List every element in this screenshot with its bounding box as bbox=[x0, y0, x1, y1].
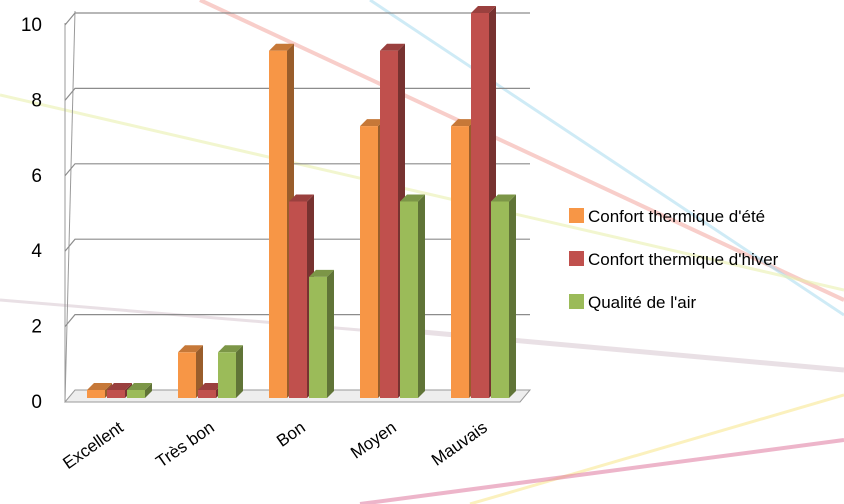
x-category-label: Moyen bbox=[347, 418, 400, 463]
bar-top bbox=[127, 383, 152, 390]
bar-top bbox=[309, 269, 334, 277]
bar-top bbox=[360, 119, 385, 127]
background-line bbox=[359, 438, 844, 504]
bar-side bbox=[145, 383, 152, 398]
legend-label: Confort thermique d'hiver bbox=[588, 250, 779, 269]
bar bbox=[198, 390, 216, 398]
y-axis-line bbox=[64, 10, 76, 403]
x-category-label: Mauvais bbox=[428, 418, 491, 470]
bar-side bbox=[196, 345, 203, 398]
y-tick-label: 10 bbox=[21, 15, 42, 36]
background-line bbox=[199, 0, 844, 302]
bar bbox=[87, 390, 105, 398]
legend-swatch bbox=[569, 251, 584, 266]
background-line bbox=[469, 393, 844, 504]
bar-side bbox=[236, 345, 243, 398]
bar bbox=[380, 50, 398, 398]
bar bbox=[218, 352, 236, 398]
bar-side bbox=[418, 194, 425, 398]
bar-qualit-de-l-air-mauvais bbox=[491, 194, 516, 398]
bar-top bbox=[471, 6, 496, 13]
bar bbox=[491, 201, 509, 398]
bar bbox=[309, 276, 327, 398]
bar-top bbox=[289, 194, 314, 202]
bar-top bbox=[451, 119, 476, 127]
gridline bbox=[64, 12, 530, 26]
bar-qualit-de-l-air-moyen bbox=[400, 194, 425, 398]
bar bbox=[127, 390, 145, 398]
x-category-label: Excellent bbox=[59, 418, 127, 473]
bar-qualit-de-l-air-excellent bbox=[127, 383, 152, 398]
y-tick-label: 2 bbox=[31, 317, 42, 338]
x-category-label: Bon bbox=[273, 418, 309, 451]
bar-top bbox=[107, 383, 132, 390]
bar-top bbox=[400, 194, 425, 202]
bar-top bbox=[380, 43, 405, 51]
y-tick-label: 6 bbox=[31, 166, 42, 187]
bars bbox=[87, 6, 516, 398]
bar bbox=[178, 352, 196, 398]
legend-swatch bbox=[569, 208, 584, 223]
bar-top bbox=[491, 194, 516, 202]
bar bbox=[471, 13, 489, 398]
bar-top bbox=[198, 383, 223, 390]
bar-confort-thermique-d-t--tr-s-bon bbox=[178, 345, 203, 398]
legend-label: Qualité de l'air bbox=[588, 293, 696, 312]
background-line bbox=[369, 0, 844, 317]
background-line bbox=[0, 93, 844, 292]
y-axis: 0 2 4 6 8 10 bbox=[21, 15, 43, 413]
bar-top bbox=[87, 383, 112, 390]
legend-label: Confort thermique d'été bbox=[588, 207, 765, 226]
bar bbox=[269, 50, 287, 398]
y-tick-label: 8 bbox=[31, 90, 42, 111]
bar bbox=[107, 390, 125, 398]
legend-swatch bbox=[569, 294, 584, 309]
x-axis: Excellent Très bon Bon Moyen Mauvais bbox=[59, 418, 490, 473]
bar bbox=[400, 201, 418, 398]
gridline bbox=[64, 87, 530, 101]
bar-side bbox=[327, 269, 334, 398]
legend: Confort thermique d'été Confort thermique… bbox=[569, 207, 779, 312]
bar-top bbox=[178, 345, 203, 353]
bar-qualit-de-l-air-bon bbox=[309, 269, 334, 398]
x-category-label: Très bon bbox=[152, 418, 217, 472]
y-tick-label: 0 bbox=[31, 392, 42, 413]
bar-top bbox=[218, 345, 243, 353]
bar-top bbox=[269, 43, 294, 51]
bar bbox=[360, 126, 378, 398]
bar-qualit-de-l-air-tr-s-bon bbox=[218, 345, 243, 398]
bar-side bbox=[509, 194, 516, 398]
bar bbox=[451, 126, 469, 398]
bar bbox=[289, 201, 307, 398]
y-tick-label: 4 bbox=[31, 241, 42, 262]
